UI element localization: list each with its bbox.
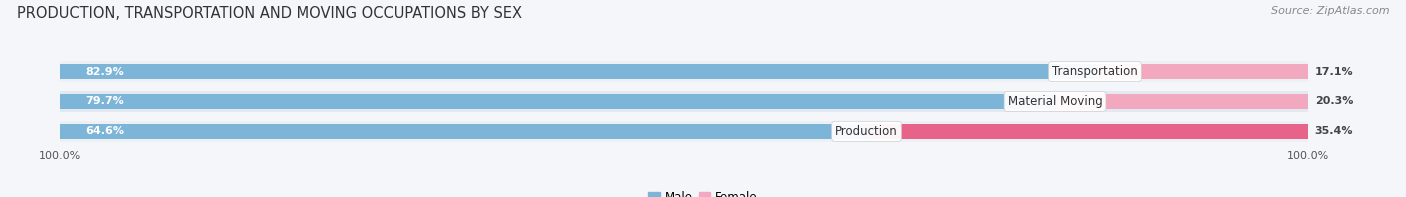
Text: Source: ZipAtlas.com: Source: ZipAtlas.com [1271, 6, 1389, 16]
Text: 20.3%: 20.3% [1315, 97, 1353, 106]
Text: 82.9%: 82.9% [86, 67, 124, 77]
Text: Production: Production [835, 125, 898, 138]
Text: 79.7%: 79.7% [86, 97, 124, 106]
Bar [1054, 94, 1309, 109]
Bar [60, 124, 866, 139]
Text: 64.6%: 64.6% [86, 126, 124, 136]
Bar [866, 124, 1309, 139]
Bar [1095, 64, 1309, 79]
Bar [60, 94, 1054, 109]
Legend: Male, Female: Male, Female [644, 186, 762, 197]
Text: PRODUCTION, TRANSPORTATION AND MOVING OCCUPATIONS BY SEX: PRODUCTION, TRANSPORTATION AND MOVING OC… [17, 6, 522, 21]
Text: Transportation: Transportation [1052, 65, 1137, 78]
Bar [60, 91, 1309, 112]
Text: 35.4%: 35.4% [1315, 126, 1353, 136]
Bar [60, 121, 1309, 142]
Bar [60, 64, 1095, 79]
Text: Material Moving: Material Moving [1008, 95, 1102, 108]
Bar [60, 61, 1309, 82]
Text: 17.1%: 17.1% [1315, 67, 1354, 77]
